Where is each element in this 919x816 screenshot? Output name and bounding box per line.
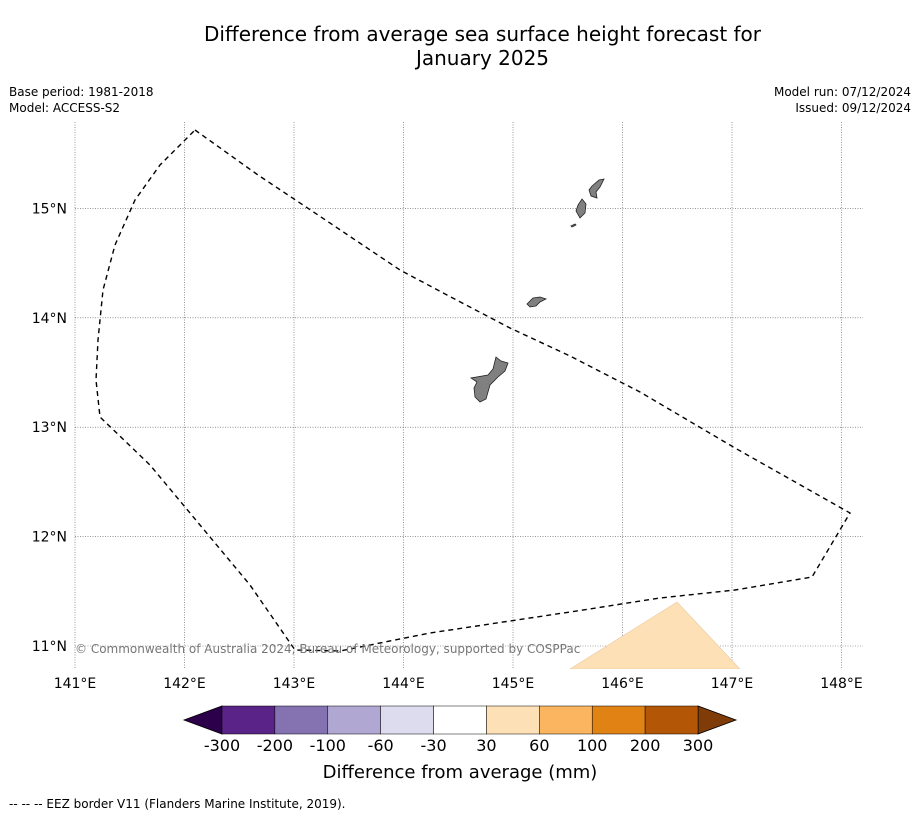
- island-rota: [526, 296, 548, 308]
- graticule: [74, 122, 863, 669]
- colorbar-segment: [644, 705, 699, 735]
- colorbar-segment: [539, 705, 593, 735]
- colorbar-tick-label: -200: [257, 736, 293, 755]
- colorbar: -300 -200 -100 -60 -30 30 60 100 200 300: [182, 705, 738, 755]
- colorbar-tick-label: -100: [310, 736, 346, 755]
- lon-tick-label: 148°E: [820, 676, 863, 692]
- lon-tick-label: 142°E: [163, 676, 206, 692]
- colorbar-tick-label: 100: [577, 736, 608, 755]
- lon-tick-label: 144°E: [382, 676, 425, 692]
- footer-note: -- -- -- EEZ border V11 (Flanders Marine…: [9, 797, 346, 811]
- colorbar-segment: [221, 705, 276, 735]
- colorbar-tick-label: -30: [420, 736, 446, 755]
- meta-right: Model run: 07/12/2024 Issued: 09/12/2024: [774, 84, 911, 116]
- meta-left: Base period: 1981-2018 Model: ACCESS-S2: [9, 84, 154, 116]
- lon-tick-label: 146°E: [601, 676, 644, 692]
- lon-tick-label: 143°E: [273, 676, 316, 692]
- lon-tick-label: 145°E: [492, 676, 535, 692]
- model-run: Model run: 07/12/2024: [773, 85, 911, 99]
- island-tinian: [575, 198, 587, 219]
- lat-tick-label: 14°N: [32, 311, 67, 327]
- colorbar-segment: [274, 705, 329, 735]
- eez-border: [95, 129, 851, 652]
- lat-tick-label: 11°N: [32, 639, 67, 655]
- colorbar-tick-label: -60: [368, 736, 394, 755]
- base-period: Base period: 1981-2018: [9, 85, 154, 99]
- copyright-notice: © Commonwealth of Australia 2024, Bureau…: [75, 642, 580, 656]
- colorbar-tick-label: 60: [529, 736, 549, 755]
- colorbar-tick-label: 30: [476, 736, 496, 755]
- colorbar-tick-label: -300: [204, 736, 240, 755]
- lat-tick-label: 13°N: [32, 420, 67, 436]
- colorbar-segment: [433, 705, 487, 735]
- island-guam: [469, 356, 509, 403]
- title-line-1: Difference from average sea surface heig…: [203, 22, 762, 46]
- colorbar-segment: [486, 705, 540, 735]
- issued-date: Issued: 09/12/2024: [795, 101, 911, 115]
- chart-title: Difference from average sea surface heig…: [0, 22, 919, 70]
- title-line-2: January 2025: [415, 46, 550, 70]
- anomaly-region: [569, 601, 741, 669]
- colorbar-segment: [591, 705, 646, 735]
- lon-tick-label: 141°E: [54, 676, 97, 692]
- colorbar-tick-label: 300: [683, 736, 714, 755]
- colorbar-label: Difference from average (mm): [323, 762, 598, 783]
- model-name: Model: ACCESS-S2: [9, 101, 121, 115]
- axis-ticks: 141°E 142°E 143°E 144°E 145°E 146°E 147°E 148°E…: [32, 201, 863, 692]
- colorbar-under-arrow: [182, 705, 223, 735]
- island-saipan: [588, 178, 605, 199]
- lat-tick-label: 12°N: [32, 530, 67, 546]
- colorbar-segment: [327, 705, 381, 735]
- lon-tick-label: 147°E: [711, 676, 754, 692]
- colorbar-tick-label: 200: [630, 736, 661, 755]
- lat-tick-label: 15°N: [32, 201, 67, 217]
- island-aguijan: [570, 223, 577, 228]
- colorbar-segment: [380, 705, 434, 735]
- colorbar-over-arrow: [697, 705, 738, 735]
